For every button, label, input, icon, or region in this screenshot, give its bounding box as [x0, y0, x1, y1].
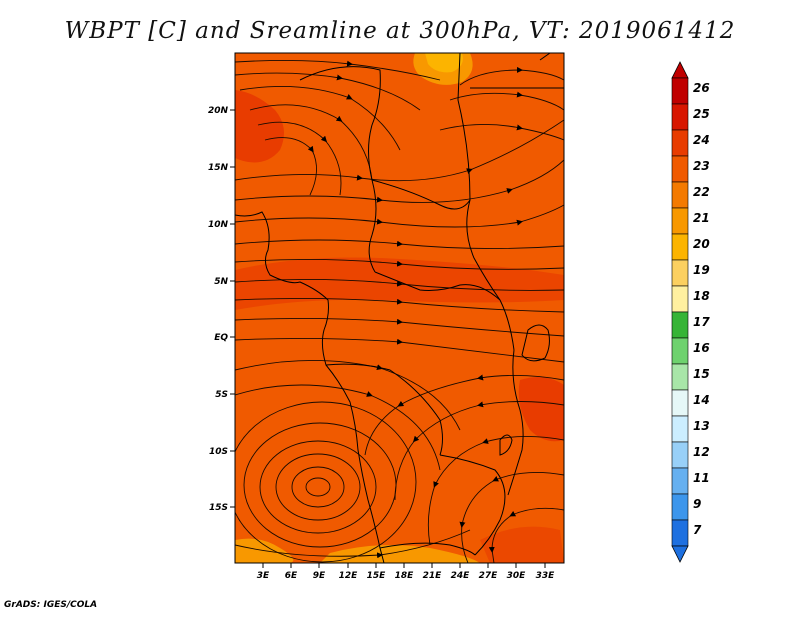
- colorbar-segment: [671, 259, 689, 287]
- colorbar-segment: [671, 441, 689, 469]
- colorbar-segment: [671, 207, 689, 235]
- colorbar-label: 15: [693, 367, 710, 381]
- lat-label-15s: 15S: [209, 503, 228, 513]
- wbpt-patch-south-cool-center: [320, 544, 480, 563]
- colorbar-label: 14: [693, 393, 710, 407]
- map-frame: [234, 52, 565, 564]
- colorbar-segment: [671, 389, 689, 417]
- longitude-axis: 3E 6E 9E 12E 15E 18E 21E 24E 27E 30E 33E: [257, 563, 555, 581]
- colorbar-label: 24: [693, 133, 710, 147]
- colorbar-segment: [671, 103, 689, 131]
- colorbar-segment: [671, 181, 689, 209]
- colorbar-label: 23: [693, 159, 710, 173]
- lon-label-33e: 33E: [536, 571, 556, 581]
- lon-label-15e: 15E: [367, 571, 387, 581]
- colorbar-label: 7: [693, 523, 702, 537]
- lon-label-27e: 27E: [479, 571, 499, 581]
- wbpt-patch-northwest-warm: [235, 90, 284, 163]
- colorbar-label: 26: [693, 81, 710, 95]
- colorbar-segment: [671, 493, 689, 521]
- colorbar-segment: [671, 285, 689, 313]
- wbpt-patch-north-cool-core: [425, 53, 463, 73]
- colorbar-segment: [671, 77, 689, 105]
- map-panel: [235, 53, 564, 563]
- latitude-axis: 20N 15N 10N 5N EQ 5S 10S 15S: [208, 106, 235, 513]
- lon-label-3e: 3E: [257, 571, 270, 581]
- colorbar-label: 17: [693, 315, 710, 329]
- colorbar-segment: [671, 155, 689, 183]
- lat-label-10n: 10N: [208, 220, 229, 230]
- country-boundaries: [235, 53, 564, 563]
- lat-label-5s: 5S: [215, 390, 228, 400]
- colorbar-label: 16: [693, 341, 710, 355]
- colorbar-label: 22: [693, 185, 710, 199]
- colorbar-label: 11: [693, 471, 710, 485]
- lat-label-20n: 20N: [208, 106, 229, 116]
- colorbar-segment: [671, 233, 689, 261]
- lon-label-6e: 6E: [285, 571, 298, 581]
- colorbar-top-arrow: [671, 61, 689, 79]
- colorbar-label: 9: [693, 497, 701, 511]
- colorbar: [671, 61, 689, 563]
- colorbar-segment: [671, 129, 689, 157]
- lat-label-5n: 5N: [214, 277, 228, 287]
- lon-label-24e: 24E: [451, 571, 471, 581]
- colorbar-segment: [671, 415, 689, 443]
- grads-credit: GrADS: IGES/COLA: [4, 600, 98, 610]
- colorbar-label: 25: [693, 107, 710, 121]
- colorbar-segment: [671, 337, 689, 365]
- lon-label-18e: 18E: [395, 571, 415, 581]
- colorbar-bottom-arrow: [671, 545, 689, 563]
- map-title: WBPT [C] and Sreamline at 300hPa, VT: 20…: [64, 18, 736, 44]
- colorbar-segment: [671, 311, 689, 339]
- colorbar-label: 18: [693, 289, 710, 303]
- colorbar-segment: [671, 363, 689, 391]
- lon-label-9e: 9E: [313, 571, 326, 581]
- wbpt-field-background: [235, 53, 564, 563]
- streamlines: [235, 59, 564, 563]
- lat-label-eq: EQ: [214, 333, 228, 343]
- colorbar-labels: 26 25 24 23 22 21 20 19 18 17 16 15 14 13 12 11 9 7: [693, 81, 710, 537]
- lon-label-30e: 30E: [507, 571, 527, 581]
- colorbar-segment: [671, 519, 689, 547]
- lat-label-15n: 15N: [208, 163, 229, 173]
- colorbar-label: 13: [693, 419, 710, 433]
- lon-label-21e: 21E: [423, 571, 443, 581]
- lon-label-12e: 12E: [339, 571, 359, 581]
- colorbar-label: 19: [693, 263, 710, 277]
- colorbar-label: 21: [693, 211, 710, 225]
- lat-label-10s: 10S: [209, 447, 228, 457]
- colorbar-label: 20: [693, 237, 710, 251]
- wbpt-patch-east-warm: [518, 376, 564, 442]
- colorbar-label: 12: [693, 445, 710, 459]
- colorbar-segment: [671, 467, 689, 495]
